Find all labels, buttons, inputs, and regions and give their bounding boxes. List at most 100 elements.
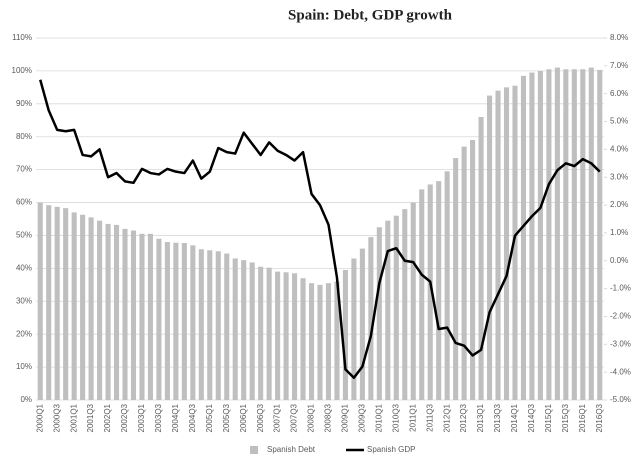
x-tick-label: 2008Q1 — [307, 403, 316, 432]
bar — [308, 283, 315, 400]
bar — [453, 158, 459, 400]
bar — [139, 233, 145, 400]
bar — [529, 72, 535, 401]
x-tick-label: 2001Q3 — [86, 403, 95, 432]
bar — [156, 238, 162, 400]
y2-tick-label: 1.0% — [610, 228, 628, 237]
x-tick-label: 2004Q3 — [188, 403, 197, 432]
bar — [537, 70, 543, 400]
x-tick-label: 2006Q1 — [239, 403, 248, 432]
bar — [359, 248, 365, 400]
y2-tick-label: 3.0% — [610, 172, 628, 181]
bar — [292, 273, 298, 400]
y-tick-label: 90% — [16, 99, 32, 108]
bar — [80, 214, 86, 400]
bar — [419, 189, 425, 400]
bar — [444, 171, 450, 400]
bar — [427, 184, 433, 400]
y2-tick-label: 0.0% — [610, 256, 628, 265]
bar — [402, 209, 408, 400]
bar — [46, 205, 52, 400]
y-tick-label: 100% — [12, 66, 32, 75]
y2-tick-label: 8.0% — [610, 33, 628, 42]
bar — [461, 146, 467, 400]
bar — [393, 215, 399, 400]
x-tick-label: 2003Q3 — [154, 403, 163, 432]
bar — [554, 67, 560, 401]
bar — [266, 267, 272, 400]
x-tick-label: 2007Q1 — [273, 403, 282, 432]
bar — [113, 224, 120, 400]
x-tick-label: 2014Q1 — [510, 403, 519, 432]
x-tick-label: 2010Q3 — [391, 403, 400, 432]
bar — [147, 233, 153, 400]
bar — [181, 243, 187, 400]
y2-tick-label: 7.0% — [610, 61, 628, 70]
chart-title: Spain: Debt, GDP growth — [288, 7, 453, 23]
bar — [495, 90, 501, 401]
x-tick-label: 2012Q1 — [442, 403, 451, 432]
bar — [580, 69, 586, 400]
bar — [503, 87, 510, 400]
bar — [97, 220, 103, 400]
bar — [198, 249, 204, 400]
bar — [164, 242, 170, 400]
y-tick-label: 60% — [16, 198, 32, 207]
bar — [546, 69, 552, 400]
x-tick-label: 2011Q3 — [425, 403, 434, 431]
bar — [342, 270, 348, 400]
x-tick-label: 2000Q3 — [52, 403, 61, 432]
bar — [334, 281, 340, 400]
bar — [376, 227, 382, 400]
x-tick-label: 2015Q3 — [561, 403, 570, 432]
x-tick-label: 2010Q1 — [374, 403, 383, 432]
bar — [470, 140, 476, 400]
bar — [105, 223, 111, 400]
x-tick-label: 2004Q1 — [171, 403, 180, 432]
bar — [122, 228, 128, 400]
y2-tick-label: 2.0% — [610, 200, 628, 209]
bar — [232, 258, 238, 400]
x-tick-label: 2012Q3 — [459, 403, 468, 432]
bar — [63, 208, 69, 400]
x-tick-label: 2016Q3 — [595, 403, 604, 432]
bar — [563, 69, 569, 400]
bar — [487, 95, 493, 400]
x-tick-label: 2016Q1 — [578, 403, 587, 432]
y-tick-label: 80% — [16, 132, 32, 141]
y2-tick-label: -1.0% — [610, 284, 631, 293]
bar — [588, 67, 594, 401]
y-tick-label: 110% — [12, 33, 32, 42]
x-tick-label: 2011Q1 — [408, 403, 417, 431]
bar — [283, 272, 289, 400]
bar — [520, 75, 527, 400]
x-tick-label: 2002Q3 — [120, 403, 129, 432]
legend-label: Spanish Debt — [267, 445, 316, 454]
y-tick-label: 10% — [16, 362, 32, 371]
y2-tick-label: -4.0% — [610, 367, 631, 376]
y2-tick-label: 5.0% — [610, 117, 628, 126]
y-tick-label: 0% — [20, 395, 32, 404]
bar — [130, 230, 137, 400]
y2-tick-label: -2.0% — [610, 312, 631, 321]
bar — [71, 212, 77, 400]
bar — [215, 251, 221, 400]
bar — [410, 202, 416, 400]
bar — [597, 69, 603, 401]
x-tick-label: 2013Q1 — [476, 403, 485, 432]
bar — [571, 69, 577, 400]
bar — [54, 206, 60, 400]
bar — [190, 245, 196, 400]
x-tick-label: 2013Q3 — [493, 403, 502, 432]
x-tick-label: 2007Q3 — [290, 403, 299, 432]
y2-tick-label: -5.0% — [610, 395, 631, 404]
bar — [478, 116, 484, 401]
x-tick-label: 2008Q3 — [324, 403, 333, 432]
x-tick-label: 2005Q3 — [222, 403, 231, 432]
bar — [317, 284, 323, 400]
x-tick-label: 2006Q3 — [256, 403, 265, 432]
y-tick-label: 30% — [16, 296, 32, 305]
x-tick-label: 2000Q1 — [35, 403, 44, 432]
bar — [275, 271, 281, 400]
bar — [368, 237, 374, 400]
